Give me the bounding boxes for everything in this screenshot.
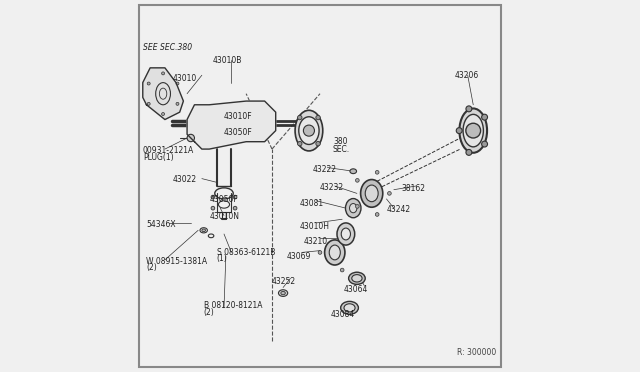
Ellipse shape [278,290,288,296]
Text: 43010: 43010 [172,74,196,83]
Text: 43206: 43206 [455,71,479,80]
Text: 43010B: 43010B [213,56,243,65]
Text: 38162: 38162 [401,185,425,193]
Text: SEC.: SEC. [333,145,350,154]
Circle shape [355,179,359,182]
Text: S 08363-6121B: S 08363-6121B [216,248,275,257]
Text: R: 300000: R: 300000 [456,349,496,357]
Text: 00931-2121A: 00931-2121A [143,147,194,155]
Circle shape [318,251,322,254]
Text: 380: 380 [333,137,348,146]
Ellipse shape [340,301,358,314]
Circle shape [147,102,150,105]
Circle shape [316,115,320,120]
Ellipse shape [341,228,351,240]
Ellipse shape [463,114,483,147]
Text: 43222: 43222 [312,165,337,174]
Circle shape [375,213,379,216]
Text: 43242: 43242 [387,205,411,215]
Circle shape [233,195,237,199]
Text: 43232: 43232 [320,183,344,192]
Circle shape [466,106,472,112]
Circle shape [355,205,359,208]
Ellipse shape [460,109,487,153]
Circle shape [162,112,164,115]
Text: 43050F: 43050F [209,195,238,204]
Ellipse shape [350,169,356,174]
Circle shape [388,192,391,195]
Text: 43081: 43081 [300,199,324,208]
Circle shape [482,114,488,120]
Ellipse shape [324,240,345,265]
Text: 43210: 43210 [303,237,328,246]
Circle shape [298,141,302,146]
Circle shape [147,82,150,85]
Text: (2): (2) [147,263,157,272]
Circle shape [466,123,481,138]
Text: W 08915-1381A: W 08915-1381A [147,257,207,266]
Circle shape [211,206,215,210]
Circle shape [176,102,179,105]
Ellipse shape [365,185,378,202]
Text: 43252: 43252 [272,278,296,286]
Text: B 08120-8121A: B 08120-8121A [204,301,262,311]
Text: 43010F: 43010F [224,112,253,121]
Text: SEE SEC.380: SEE SEC.380 [143,43,192,52]
Text: 43022: 43022 [172,175,196,184]
Text: 43010H: 43010H [300,222,330,231]
Ellipse shape [299,117,319,144]
Ellipse shape [281,291,285,295]
Ellipse shape [295,110,323,151]
Text: 43084: 43084 [331,310,355,319]
Text: (1): (1) [216,254,227,263]
Text: 43064: 43064 [344,285,369,294]
Circle shape [466,150,472,155]
Circle shape [375,170,379,174]
Ellipse shape [349,272,365,285]
Circle shape [176,82,179,85]
Circle shape [211,195,215,199]
Ellipse shape [202,229,205,232]
Circle shape [482,141,488,147]
Text: PLUG(1): PLUG(1) [143,153,173,162]
Circle shape [456,128,462,134]
Ellipse shape [344,304,355,312]
Text: 54346X: 54346X [147,220,176,229]
Ellipse shape [329,245,340,260]
Circle shape [340,233,344,237]
Circle shape [340,268,344,272]
Text: (2): (2) [204,308,214,317]
Circle shape [298,115,302,120]
Circle shape [162,72,164,75]
Circle shape [233,206,237,210]
Ellipse shape [352,275,362,282]
Polygon shape [143,68,184,119]
Ellipse shape [346,199,361,218]
Ellipse shape [349,203,357,213]
Circle shape [303,125,314,136]
Text: 43010N: 43010N [209,212,239,221]
Polygon shape [187,101,276,149]
Circle shape [187,134,195,142]
Text: 43069: 43069 [287,251,311,261]
Ellipse shape [360,180,383,207]
Circle shape [316,141,320,146]
Ellipse shape [337,223,355,245]
FancyBboxPatch shape [139,5,501,367]
Text: 43050F: 43050F [224,128,253,137]
